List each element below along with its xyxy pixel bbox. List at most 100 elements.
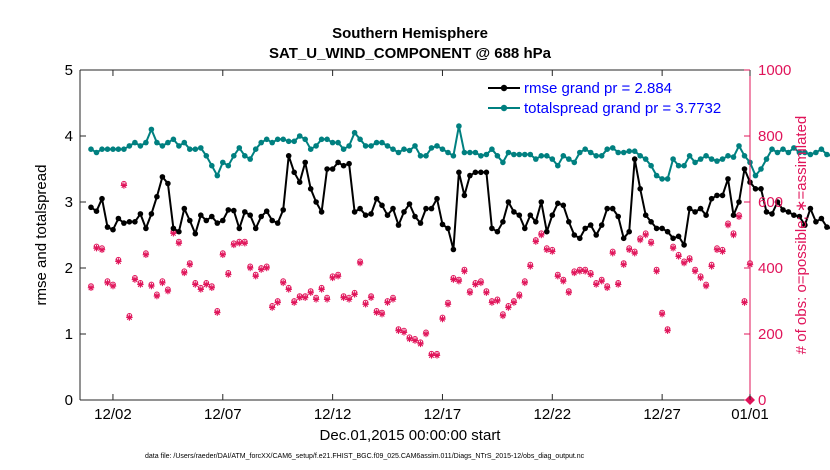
rmse-point xyxy=(307,186,314,192)
obs-assimilated-stroke xyxy=(406,336,413,342)
obs-assimilated-point xyxy=(516,292,523,300)
rmse-point xyxy=(538,199,545,205)
rmse-point xyxy=(324,166,330,172)
obs-assimilated-point xyxy=(285,286,292,293)
totalspread-point xyxy=(522,151,528,158)
obs-assimilated-stroke xyxy=(373,309,380,316)
rmse-point xyxy=(653,225,660,232)
obs-assimilated-point xyxy=(312,296,320,303)
rmse-point xyxy=(401,209,407,215)
obs-assimilated-stroke xyxy=(708,263,715,269)
obs-assimilated-stroke xyxy=(99,247,105,253)
rmse-point xyxy=(209,213,215,220)
obs-assimilated-stroke xyxy=(654,268,660,274)
obs-assimilated-stroke xyxy=(412,337,418,344)
obs-assimilated-stroke xyxy=(384,300,391,306)
totalspread-point xyxy=(818,146,825,152)
obs-assimilated-stroke xyxy=(659,311,665,317)
obs-assimilated-stroke xyxy=(681,260,687,266)
rmse-point xyxy=(115,215,122,222)
rmse-point xyxy=(318,209,325,215)
rmse-point xyxy=(752,186,759,192)
rmse-point xyxy=(807,205,814,212)
obs-assimilated-point xyxy=(708,263,715,270)
obs-assimilated-stroke xyxy=(132,276,138,283)
totalspread-point xyxy=(412,143,418,149)
rmse-point xyxy=(231,207,237,214)
obs-assimilated-point xyxy=(466,289,474,296)
rmse-point xyxy=(285,153,292,159)
obs-assimilated-point xyxy=(93,245,100,252)
obs-assimilated-point xyxy=(219,251,226,258)
totalspread-point xyxy=(807,151,814,158)
obs-assimilated-stroke xyxy=(324,296,330,302)
rmse-point xyxy=(225,207,232,213)
obs-assimilated-point xyxy=(428,352,435,359)
rmse-point xyxy=(813,219,819,225)
rmse-point xyxy=(99,195,105,202)
rmse-point xyxy=(340,162,347,169)
obs-assimilated-stroke xyxy=(582,268,588,274)
obs-assimilated-point xyxy=(532,238,539,245)
rmse-point xyxy=(373,195,380,202)
totalspread-point xyxy=(544,153,550,159)
obs-assimilated-stroke xyxy=(593,281,599,288)
totalspread-point xyxy=(198,145,204,151)
totalspread-point xyxy=(362,143,369,149)
obs-assimilated-point xyxy=(587,271,594,278)
rmse-point xyxy=(593,232,599,238)
obs-assimilated-stroke xyxy=(604,285,610,291)
y-right-tick-label: 800 xyxy=(758,128,783,145)
totalspread-point xyxy=(555,162,561,169)
data-file-note: data file: /Users/raeder/DAI/ATM_forcXX/… xyxy=(145,453,585,460)
rmse-point xyxy=(384,212,391,218)
totalspread-point xyxy=(626,148,632,154)
rmse-point xyxy=(769,211,775,217)
rmse-point xyxy=(467,172,473,179)
obs-assimilated-point xyxy=(247,264,254,272)
rmse-point xyxy=(697,205,704,212)
obs-assimilated-stroke xyxy=(741,300,748,306)
totalspread-point xyxy=(824,151,830,158)
obs-assimilated-stroke xyxy=(450,276,457,283)
obs-assimilated-point xyxy=(439,315,446,323)
obs-assimilated-point xyxy=(373,309,380,316)
obs-assimilated-point xyxy=(697,274,704,282)
obs-assimilated-stroke xyxy=(176,240,182,246)
axes-frame xyxy=(79,69,751,401)
obs-assimilated-point xyxy=(571,269,578,277)
rmse-point xyxy=(708,195,715,202)
totalspread-point xyxy=(450,153,457,159)
totalspread-point xyxy=(384,143,391,149)
totalspread-point xyxy=(681,162,687,169)
obs-assimilated-point xyxy=(186,261,193,268)
totalspread-point xyxy=(566,156,572,162)
totalspread-point xyxy=(725,153,731,159)
obs-assimilated-point xyxy=(647,240,655,247)
obs-assimilated-stroke xyxy=(445,301,451,307)
obs-assimilated-stroke xyxy=(143,252,149,258)
obs-assimilated-point xyxy=(367,294,375,301)
obs-assimilated-stroke xyxy=(637,237,643,243)
obs-assimilated-stroke xyxy=(665,328,671,334)
obs-assimilated-stroke xyxy=(736,214,742,220)
rmse-point xyxy=(274,220,281,226)
totalspread-point xyxy=(620,149,627,156)
obs-assimilated-point xyxy=(258,266,265,273)
obs-assimilated-point xyxy=(236,240,243,247)
y-left-axis-ticks: 0 1 2 3 4 5 xyxy=(65,62,86,409)
obs-assimilated-stroke xyxy=(725,222,731,228)
obs-assimilated-point xyxy=(510,299,518,306)
rmse-point xyxy=(571,232,578,238)
totalspread-point xyxy=(423,153,429,159)
totalspread-point xyxy=(609,145,616,151)
obs-assimilated-stroke xyxy=(599,278,605,284)
totalspread-point xyxy=(99,146,105,152)
rmse-point xyxy=(110,226,116,233)
rmse-point xyxy=(263,208,270,214)
rmse-point xyxy=(758,186,764,192)
obs-assimilated-point xyxy=(675,253,682,260)
x-tick-label: 12/02 xyxy=(94,406,132,423)
rmse-point xyxy=(143,225,149,232)
obs-assimilated-stroke xyxy=(362,301,369,307)
